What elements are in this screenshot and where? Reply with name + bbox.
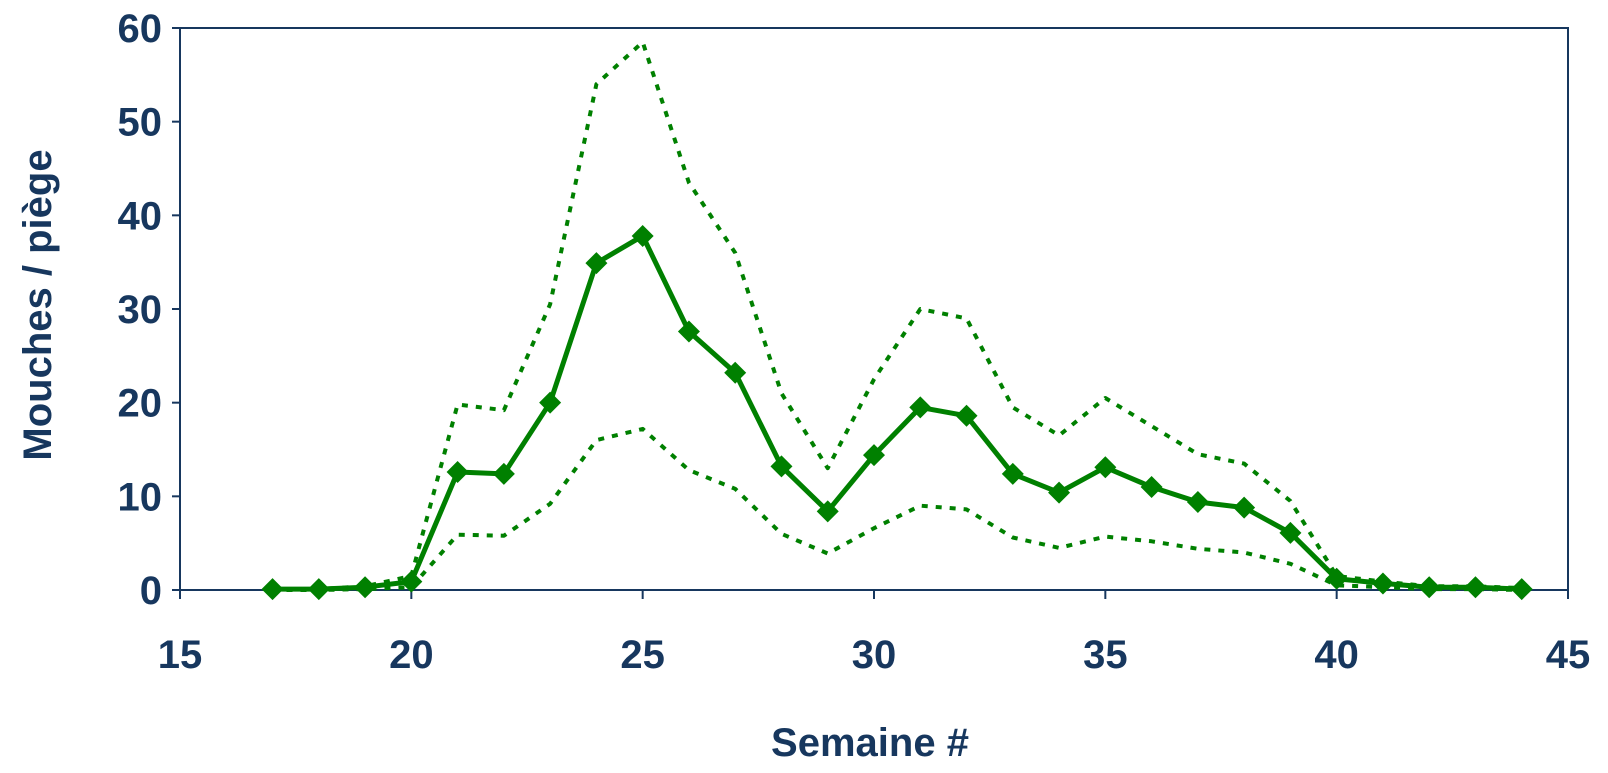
data-point-marker (400, 570, 423, 593)
data-point-marker (1140, 475, 1163, 498)
data-point-marker (1279, 521, 1302, 544)
y-axis-title: Mouches / piège (16, 149, 60, 460)
data-point-marker (1048, 481, 1071, 504)
data-point-marker (1094, 456, 1117, 479)
x-tick-label: 45 (1546, 633, 1591, 677)
data-point-marker (539, 391, 562, 414)
data-point-marker (863, 444, 885, 467)
series-layer (261, 40, 1533, 601)
y-tick-label: 20 (118, 382, 163, 426)
x-tick-label: 35 (1083, 633, 1128, 677)
data-point-marker (816, 500, 839, 523)
data-point-marker (955, 404, 978, 427)
data-point-marker (770, 455, 793, 478)
data-point-marker (1186, 490, 1209, 513)
data-point-marker (446, 460, 469, 483)
y-tick-label: 50 (118, 101, 163, 145)
x-tick-label: 25 (620, 633, 665, 677)
x-tick-label: 15 (158, 633, 203, 677)
y-tick-label: 60 (118, 7, 163, 51)
x-tick-label: 20 (389, 633, 434, 677)
plot-frame (179, 27, 1569, 591)
y-tick-label: 0 (140, 569, 162, 613)
data-point-marker (724, 361, 747, 384)
data-point-marker (909, 396, 932, 419)
data-point-marker (1510, 578, 1533, 601)
data-point-marker (492, 462, 515, 485)
y-tick-label: 10 (118, 475, 163, 519)
x-axis-title: Semaine # (771, 721, 969, 765)
y-tick-label: 30 (118, 288, 163, 332)
series-line-dotted-upper (272, 40, 1522, 592)
data-point-marker (1233, 496, 1256, 519)
data-point-marker (585, 252, 608, 275)
data-point-marker (354, 576, 377, 599)
series-line-mean (272, 233, 1522, 592)
x-tick-label: 40 (1314, 633, 1359, 677)
data-point-marker (1464, 576, 1487, 599)
series-line-dotted-lower (272, 426, 1522, 592)
data-point-marker (677, 320, 700, 343)
plot-area: 0 10 20 30 40 50 60 15 20 25 30 35 40 45 (118, 7, 1591, 677)
data-point-marker (1001, 462, 1024, 485)
data-point-marker (631, 224, 654, 247)
y-tick-label: 40 (118, 194, 163, 238)
x-tick-label: 30 (852, 633, 897, 677)
